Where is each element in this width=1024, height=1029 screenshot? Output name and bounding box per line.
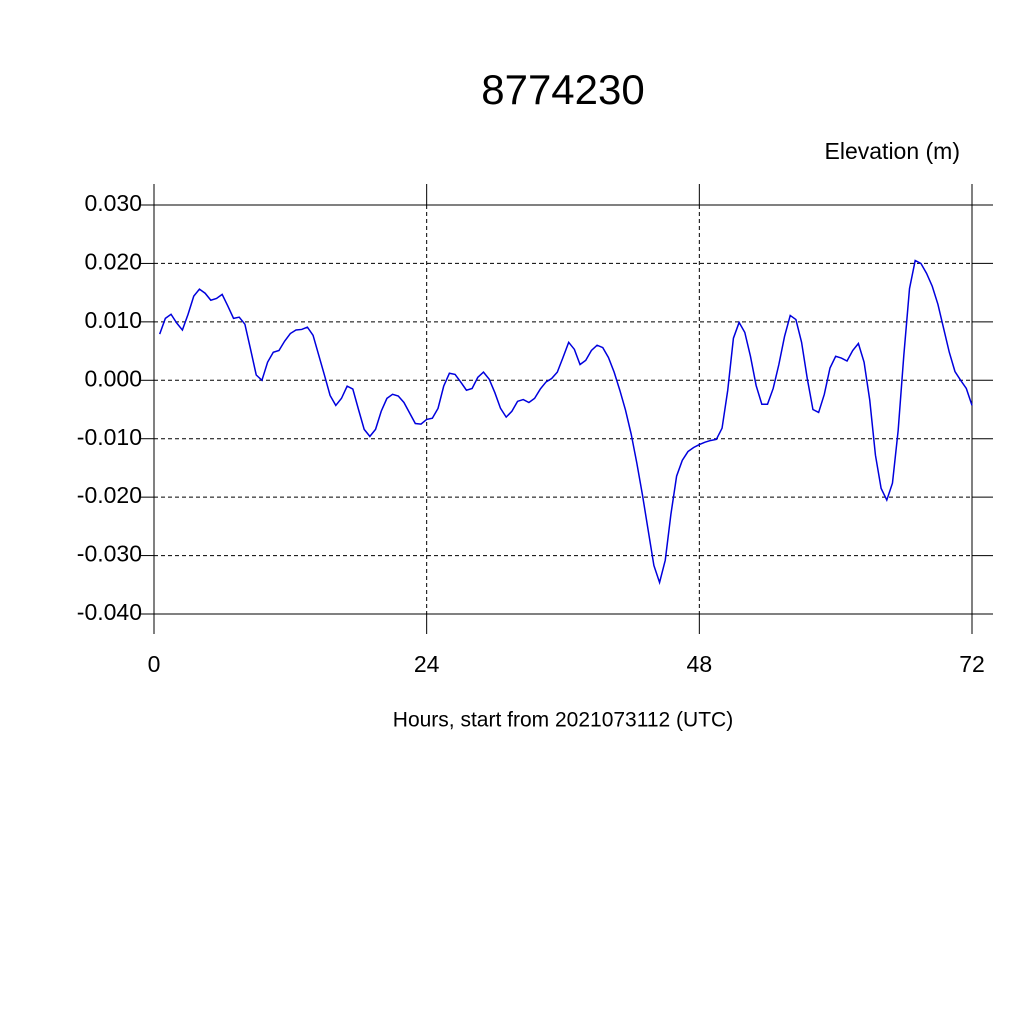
- y-tick-label: -0.030: [77, 541, 142, 567]
- x-tick-label: 24: [414, 651, 440, 677]
- y-tick-label: 0.020: [84, 249, 142, 275]
- y-tick-label: -0.020: [77, 482, 142, 508]
- x-axis-label: Hours, start from 2021073112 (UTC): [393, 709, 733, 732]
- y-axis-label: Elevation (m): [825, 138, 960, 164]
- x-tick-label: 0: [148, 651, 161, 677]
- y-tick-label: -0.040: [77, 599, 142, 625]
- x-tick-label: 72: [959, 651, 985, 677]
- y-tick-label: 0.000: [84, 365, 142, 391]
- x-tick-label: 48: [687, 651, 713, 677]
- y-tick-label: 0.030: [84, 190, 142, 216]
- y-tick-label: 0.010: [84, 307, 142, 333]
- data-line: [158, 259, 973, 586]
- y-tick-label: -0.010: [77, 424, 142, 450]
- chart-title: 8774230: [481, 66, 645, 113]
- plot-frame: [153, 204, 973, 615]
